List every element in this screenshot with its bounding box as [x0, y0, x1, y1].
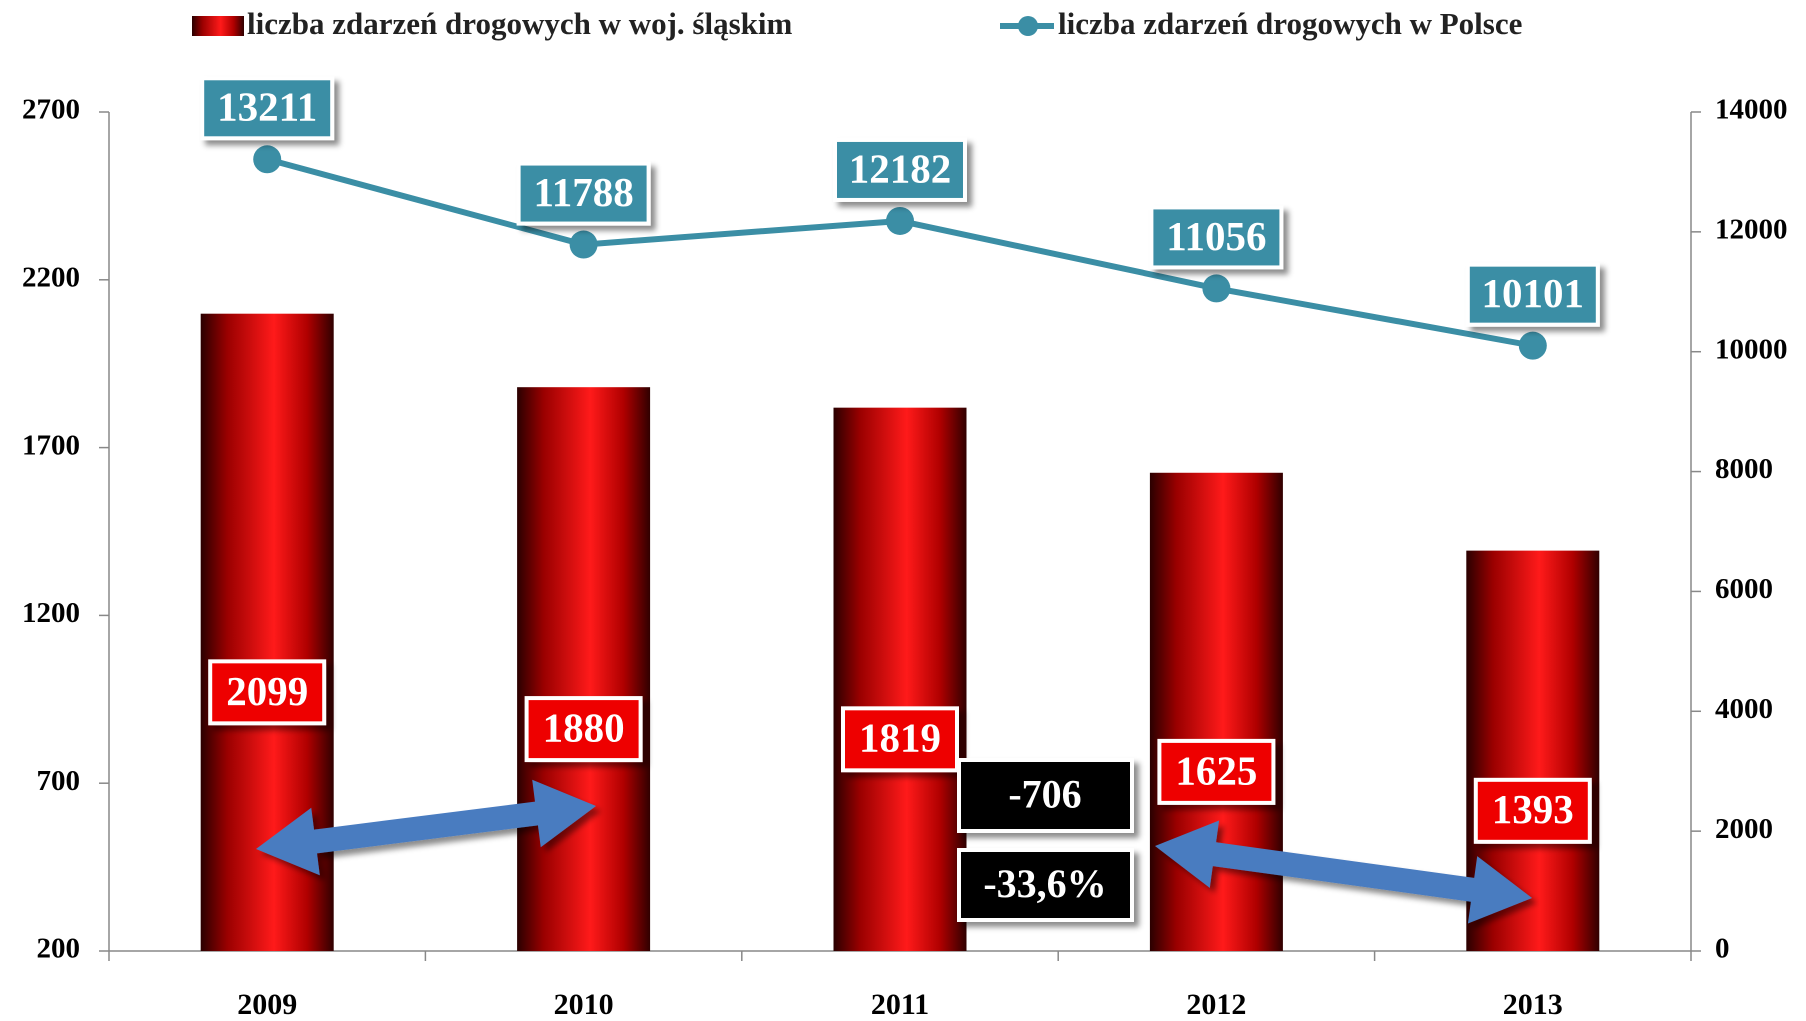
legend-label: liczba zdarzeń drogowych w Polsce [1058, 6, 1522, 41]
x-tick-label: 2013 [1503, 988, 1563, 1021]
y2-tick-label: 0 [1715, 933, 1730, 965]
legend-label: liczba zdarzeń drogowych w woj. śląskim [247, 6, 793, 41]
line-marker [1202, 274, 1231, 303]
y-tick-label: 200 [37, 933, 81, 965]
line-value-label: 13211 [217, 84, 317, 130]
line-value-label: 11788 [533, 169, 633, 215]
y-tick-label: 1200 [22, 597, 80, 629]
y-tick-label: 1700 [22, 429, 80, 461]
arrow [1155, 820, 1532, 924]
line-marker [886, 206, 914, 235]
line-marker [253, 145, 282, 174]
y2-tick-label: 14000 [1715, 94, 1788, 126]
y2-tick-label: 2000 [1715, 813, 1773, 845]
bar-value-label: 1625 [1175, 747, 1257, 793]
line-value-label-box [200, 76, 335, 141]
x-tick-label: 2011 [871, 988, 929, 1021]
y2-tick-label: 8000 [1715, 453, 1773, 485]
bar-value-label: 1393 [1492, 786, 1574, 832]
line-value-label-box [516, 161, 651, 226]
bar-value-label-box [1473, 777, 1592, 844]
line-value-label-box [1465, 262, 1600, 327]
line-value-label-box [833, 137, 967, 202]
annotation: -706 [1008, 772, 1081, 817]
arrow [256, 779, 596, 876]
y2-tick-label: 4000 [1715, 693, 1773, 725]
bar-value-label: 1819 [859, 715, 941, 761]
line-marker [569, 230, 598, 259]
y2-tick-label: 10000 [1715, 333, 1788, 365]
bar-value-label: 1880 [543, 705, 625, 751]
line-marker [1518, 331, 1547, 360]
line-value-label: 11056 [1166, 213, 1266, 259]
bar [1149, 472, 1283, 951]
y2-tick-label: 6000 [1715, 573, 1773, 605]
x-tick-label: 2009 [237, 988, 297, 1021]
annotation-box [957, 848, 1134, 922]
bar [833, 407, 967, 952]
y-tick-label: 2200 [22, 261, 80, 293]
annotation-box [957, 758, 1134, 833]
y2-tick-label: 12000 [1715, 214, 1788, 246]
y-tick-label: 700 [37, 765, 81, 797]
y-tick-label: 2700 [22, 94, 80, 126]
line-value-label: 12182 [849, 145, 952, 191]
bar-value-label-box [524, 696, 643, 763]
legend-swatch [192, 16, 244, 36]
line-value-label: 10101 [1482, 270, 1585, 316]
annotation: -33,6% [983, 861, 1106, 906]
bar-value-label: 2099 [226, 668, 308, 714]
legend-marker [1018, 16, 1038, 36]
x-tick-label: 2012 [1186, 988, 1246, 1021]
x-tick-label: 2010 [554, 988, 614, 1021]
bar-value-label-box [841, 706, 959, 773]
bar [517, 387, 651, 951]
line-value-label-box [1149, 205, 1284, 270]
bar-value-label-box [208, 659, 327, 726]
bar-value-label-box [1157, 738, 1276, 805]
